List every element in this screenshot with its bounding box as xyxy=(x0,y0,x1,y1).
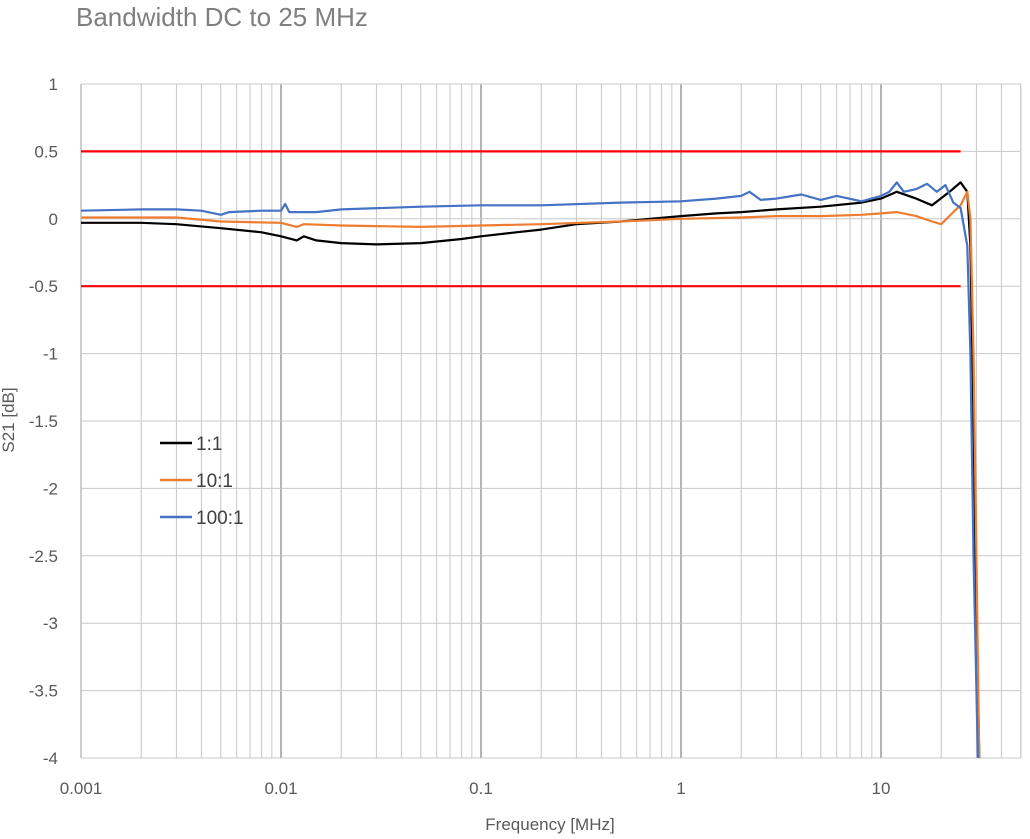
y-tick-label: -3 xyxy=(43,614,58,633)
x-tick-label: 0.1 xyxy=(469,779,493,798)
y-tick-label: -2.5 xyxy=(29,547,58,566)
series-lines xyxy=(80,181,981,759)
legend: 1:1 10:1 100:1 xyxy=(160,434,244,529)
x-tick-label: 0.01 xyxy=(264,779,297,798)
y-tick-label: -2 xyxy=(43,479,58,498)
y-tick-label: -0.5 xyxy=(29,277,58,296)
legend-item: 1:1 xyxy=(160,434,222,455)
y-axis-label: S21 [dB] xyxy=(0,387,18,452)
legend-label: 1:1 xyxy=(196,434,222,455)
x-tick-label: 10 xyxy=(872,779,891,798)
y-tick-label: -1 xyxy=(43,345,58,364)
legend-item: 10:1 xyxy=(160,471,233,492)
y-tick-label: 1 xyxy=(49,75,58,94)
y-tick-label: 0.5 xyxy=(34,142,58,161)
y-tick-label: -1.5 xyxy=(29,412,58,431)
legend-label: 10:1 xyxy=(196,471,233,492)
limit-lines xyxy=(81,150,961,288)
y-axis-ticks: 1 0.5 0 -0.5 -1 -1.5 -2 -2.5 -3 -3.5 -4 xyxy=(29,75,58,768)
x-axis-ticks: 0.001 0.01 0.1 1 10 xyxy=(60,779,891,798)
y-tick-label: -4 xyxy=(43,749,58,768)
chart-title: Bandwidth DC to 25 MHz xyxy=(76,2,368,32)
series-line-100-to-1 xyxy=(80,181,979,759)
x-axis-label: Frequency [MHz] xyxy=(485,815,614,834)
grid xyxy=(80,83,1022,759)
y-tick-label: 0 xyxy=(49,210,58,229)
y-tick-label: -3.5 xyxy=(29,682,58,701)
x-tick-label: 0.001 xyxy=(60,779,103,798)
x-tick-label: 1 xyxy=(676,779,685,798)
series-line-10-to-1 xyxy=(81,190,981,759)
legend-item: 100:1 xyxy=(160,508,244,529)
legend-label: 100:1 xyxy=(196,508,244,529)
